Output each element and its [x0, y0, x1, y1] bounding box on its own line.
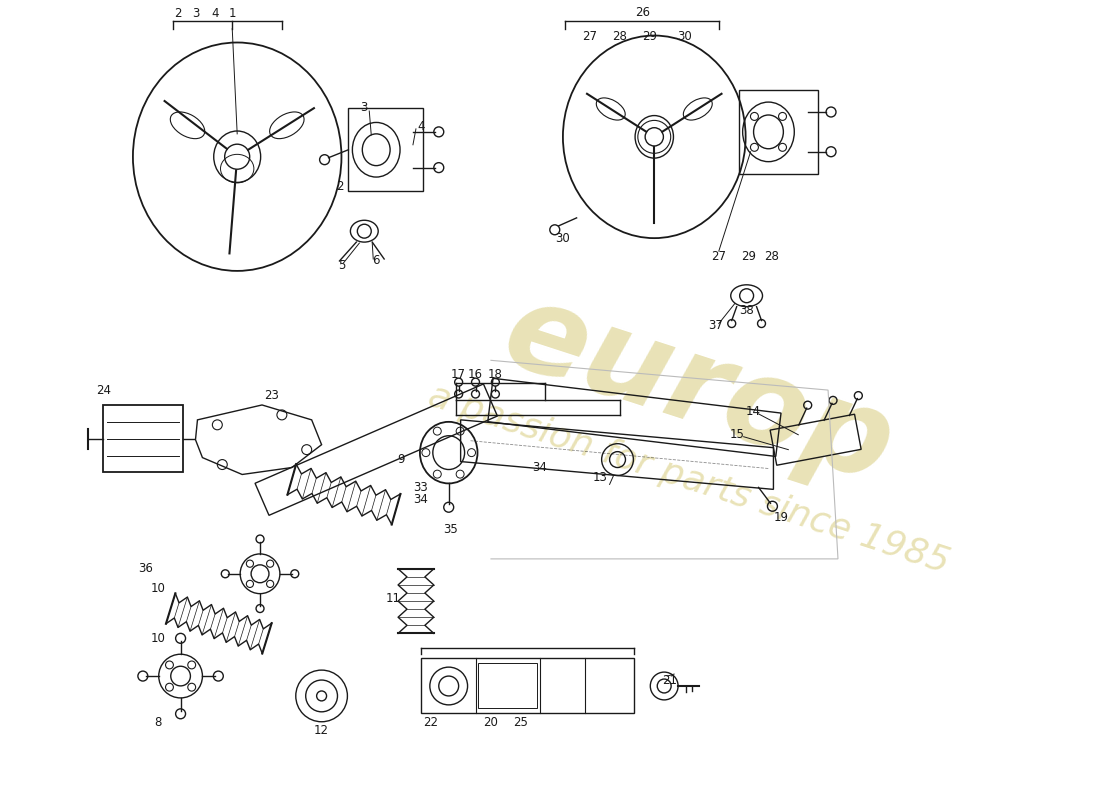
Text: 3: 3 — [361, 101, 368, 114]
Text: 11: 11 — [386, 592, 402, 605]
Text: 28: 28 — [764, 250, 779, 262]
Text: 25: 25 — [513, 716, 528, 730]
Text: 2: 2 — [336, 180, 343, 193]
Text: 4: 4 — [211, 7, 219, 20]
Text: a passion for parts since 1985: a passion for parts since 1985 — [425, 379, 954, 580]
Text: 13: 13 — [592, 471, 607, 484]
Text: 6: 6 — [373, 254, 380, 267]
Text: 26: 26 — [635, 6, 650, 19]
Text: 2: 2 — [174, 7, 182, 20]
Text: 38: 38 — [739, 304, 754, 317]
Bar — [477, 663, 537, 708]
Text: 34: 34 — [532, 461, 548, 474]
Text: 16: 16 — [468, 368, 483, 381]
Text: 19: 19 — [774, 510, 789, 524]
Text: 9: 9 — [397, 453, 405, 466]
Text: 29: 29 — [641, 30, 657, 43]
Text: 29: 29 — [741, 250, 756, 262]
Text: 1: 1 — [229, 7, 236, 20]
Bar — [103, 405, 183, 473]
Text: 30: 30 — [556, 232, 570, 245]
Text: 37: 37 — [708, 319, 724, 332]
Text: 8: 8 — [154, 716, 162, 730]
Text: 34: 34 — [414, 493, 428, 506]
Text: 14: 14 — [746, 406, 761, 418]
Text: 5: 5 — [338, 259, 345, 273]
Text: 15: 15 — [729, 428, 744, 442]
Text: 30: 30 — [676, 30, 692, 43]
Text: 28: 28 — [612, 30, 627, 43]
Text: 27: 27 — [582, 30, 597, 43]
Text: 10: 10 — [151, 582, 165, 595]
Bar — [739, 90, 818, 174]
Text: 21: 21 — [662, 674, 676, 686]
Text: 18: 18 — [488, 368, 503, 381]
Text: 20: 20 — [483, 716, 498, 730]
Text: 33: 33 — [414, 481, 428, 494]
Bar — [421, 658, 635, 713]
Text: 36: 36 — [139, 562, 153, 575]
Text: 27: 27 — [712, 250, 726, 262]
Text: 35: 35 — [443, 522, 458, 535]
Text: 12: 12 — [315, 724, 329, 737]
Text: 4: 4 — [417, 121, 425, 134]
Text: 23: 23 — [264, 389, 279, 402]
Bar — [349, 108, 422, 191]
Text: 10: 10 — [151, 632, 165, 645]
Text: 24: 24 — [96, 383, 111, 397]
Text: 17: 17 — [451, 368, 466, 381]
Text: 3: 3 — [191, 7, 199, 20]
Text: europ: europ — [490, 272, 908, 508]
Text: 22: 22 — [424, 716, 438, 730]
